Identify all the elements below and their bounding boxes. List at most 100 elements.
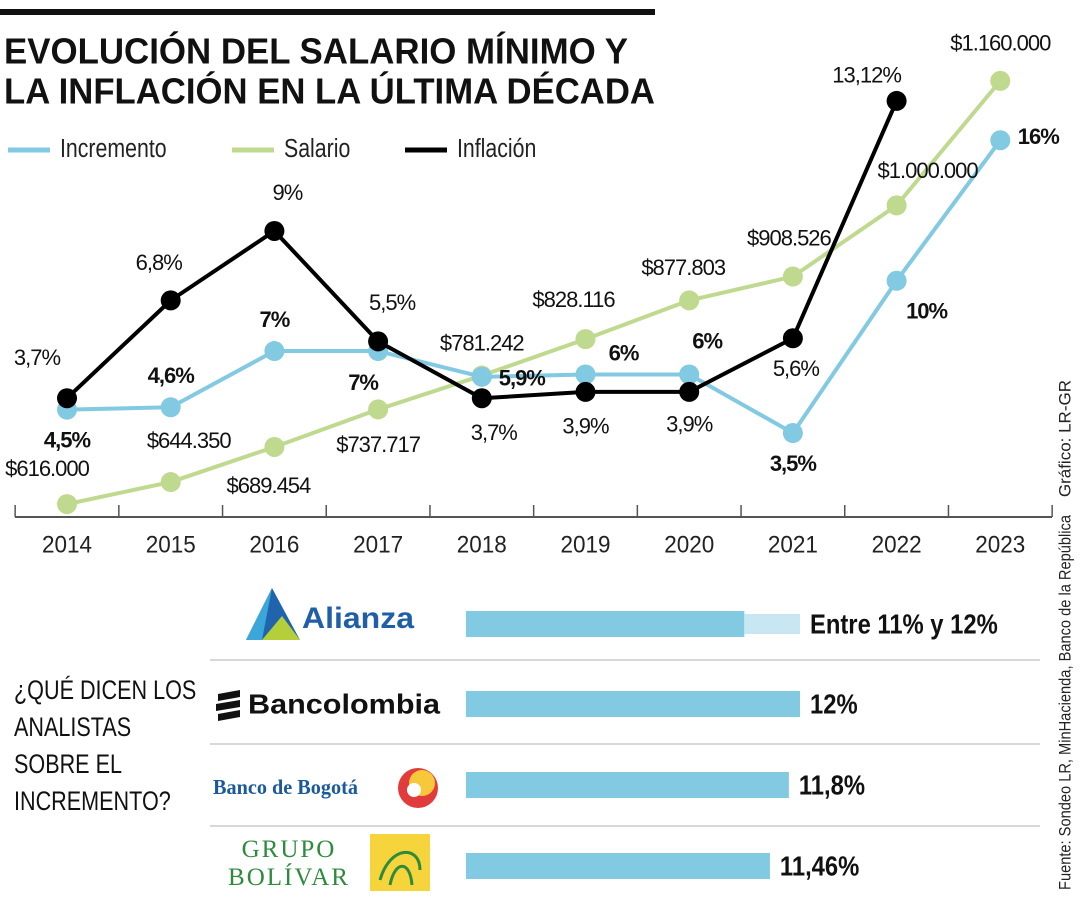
data-label: 6%: [692, 328, 722, 353]
data-label: 3,5%: [770, 451, 817, 476]
x-tick-label: 2017: [353, 531, 403, 558]
bar: [466, 772, 789, 798]
panel-title: ¿QUÉ DICEN LOS: [14, 676, 196, 706]
data-point: [57, 388, 77, 409]
data-label: 5,6%: [773, 356, 820, 381]
top-rule: [0, 9, 655, 15]
data-label: 13,12%: [832, 63, 901, 88]
data-point: [575, 329, 596, 350]
data-point: [886, 270, 907, 291]
data-label: 11,46%: [780, 850, 859, 882]
data-point: [782, 423, 803, 444]
x-tick-label: 2016: [249, 531, 299, 558]
series-line: [66, 139, 1002, 436]
data-point: [471, 388, 492, 409]
data-label: $737.717: [336, 432, 421, 457]
data-label: Entre 11% y 12%: [810, 608, 998, 640]
category-label: GRUPO BOLÍVAR: [228, 836, 350, 891]
data-label: 16%: [1018, 124, 1059, 149]
data-point: [782, 328, 803, 349]
bar: [466, 611, 745, 637]
data-label: 9%: [273, 180, 303, 205]
data-label: 10%: [906, 299, 947, 324]
legend-label: Inflación: [457, 134, 536, 164]
x-tick-label: 2023: [975, 531, 1025, 558]
data-point: [886, 90, 907, 111]
bar-range: [744, 614, 800, 634]
data-point: [368, 331, 389, 352]
panel-title: INCREMENTO?: [14, 787, 171, 817]
panel-title: SOBRE EL: [14, 750, 122, 780]
x-tick-label: 2015: [146, 531, 196, 558]
logo-icon: [407, 783, 421, 797]
x-tick-label: 2019: [561, 531, 611, 558]
logo-icon: [378, 851, 422, 886]
bar: [466, 853, 770, 879]
logo-icon: [216, 690, 240, 721]
data-point: [886, 195, 907, 216]
data-label: $877.803: [641, 255, 726, 280]
bar-chart: ¿QUÉ DICEN LOS ANALISTAS SOBRE EL INCREMENT…: [14, 602, 998, 882]
credit: Gráfico: LR-GR: [1055, 380, 1074, 497]
data-label: 5,5%: [369, 290, 416, 315]
data-label: 6,8%: [136, 250, 183, 275]
panel-title: ANALISTAS: [14, 713, 131, 743]
x-tick-label: 2018: [457, 531, 507, 558]
data-point: [160, 472, 181, 493]
data-label: 4,6%: [148, 363, 195, 388]
legend-label: Salario: [284, 134, 350, 164]
x-tick-label: 2022: [872, 531, 922, 558]
chart-title: EVOLUCIÓN DEL SALARIO MÍNIMO Y: [4, 30, 628, 72]
data-point: [575, 364, 596, 385]
data-point: [575, 381, 596, 402]
data-label: 4,5%: [44, 427, 91, 452]
data-label: 12%: [810, 688, 858, 720]
data-point: [782, 266, 803, 287]
source: Fuente: Sondeo LR, MinHacienda, Banco de…: [1055, 515, 1074, 890]
x-tick-label: 2020: [664, 531, 714, 558]
data-label: $644.350: [147, 428, 232, 453]
logo-icon: [262, 616, 300, 640]
separators: [210, 659, 1040, 827]
data-point: [368, 399, 389, 420]
data-point: [264, 220, 285, 241]
data-label: $689.454: [227, 473, 312, 498]
x-tick-label: 2021: [768, 531, 818, 558]
data-point: [679, 364, 700, 385]
line-chart: 2014 2015 2016 2017 2018 2019 2020 2021 2022 2023…: [5, 31, 1060, 559]
data-label: 7%: [348, 370, 378, 395]
legend-label: Incremento: [60, 134, 167, 164]
data-label: $781.242: [440, 330, 525, 355]
data-label: 7%: [260, 307, 290, 332]
data-label: $828.116: [532, 287, 615, 312]
data-point: [160, 290, 181, 311]
data-point: [471, 366, 492, 387]
data-label: 3,9%: [666, 412, 713, 437]
bar: [466, 691, 800, 717]
logo-icon: [246, 588, 272, 640]
series-line: [66, 79, 1002, 507]
data-label: $1.000.000: [878, 158, 979, 183]
data-label: 3,7%: [14, 345, 61, 370]
data-point: [160, 397, 181, 418]
data-point: [264, 436, 285, 457]
data-point: [264, 341, 285, 362]
category-label: Alianza: [302, 602, 414, 635]
data-point: [990, 70, 1011, 91]
data-point: [679, 381, 700, 402]
data-point: [990, 130, 1011, 151]
x-tick-label: 2014: [42, 531, 92, 558]
data-label: $1.160.000: [950, 31, 1051, 56]
logo-icon: [370, 834, 430, 891]
data-point: [57, 494, 77, 515]
category-label: Bancolombia: [248, 688, 440, 719]
data-label: $908.526: [747, 225, 832, 250]
chart-title: LA INFLACIÓN EN LA ÚLTIMA DÉCADA: [4, 70, 655, 112]
data-label: 6%: [609, 340, 639, 365]
data-label: 5,9%: [499, 366, 546, 391]
data-point: [679, 290, 700, 311]
data-label: 3,7%: [471, 420, 518, 445]
data-label: $616.000: [5, 456, 90, 481]
